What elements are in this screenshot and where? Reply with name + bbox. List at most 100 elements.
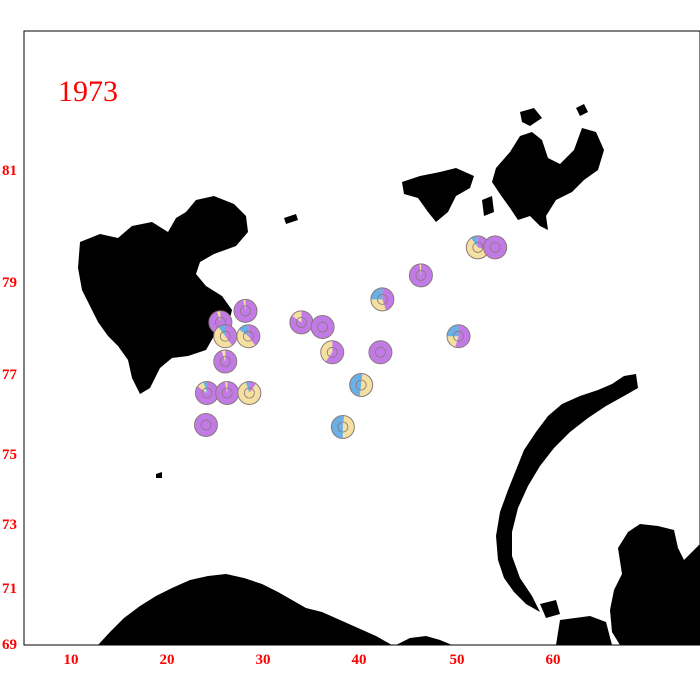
- pie-slice-blue: [218, 324, 226, 337]
- pie-slice-purple: [233, 299, 257, 323]
- pie-outline: [233, 298, 258, 323]
- x-axis: 10 20 30 40 50 60: [64, 652, 561, 668]
- pie-slice-blue: [331, 415, 343, 439]
- pie-outline: [370, 287, 395, 312]
- kong-karl-island: [284, 214, 298, 224]
- y-tick-label: 81: [2, 163, 17, 179]
- station-pies: [193, 235, 508, 439]
- pie-outline: [446, 324, 471, 349]
- station-pie: [446, 324, 471, 349]
- pie-outline: [483, 235, 508, 260]
- station-pie: [193, 413, 218, 437]
- pie-slice-tan: [213, 326, 232, 348]
- year-label: 1973: [58, 75, 118, 108]
- map-frame: [23, 30, 700, 646]
- pie-slice-tan: [225, 381, 228, 393]
- y-axis: 81 79 77 75 73 71 69: [2, 163, 18, 653]
- kolguev-russia: [556, 616, 612, 645]
- pie-slice-purple: [215, 381, 239, 405]
- pie-slice-purple: [454, 324, 471, 348]
- pie-center-ring: [219, 356, 231, 367]
- station-pie: [368, 340, 393, 365]
- pie-slice-tan: [419, 263, 421, 276]
- pie-center-ring: [489, 241, 501, 253]
- pie-slice-purple: [342, 415, 345, 427]
- station-pie: [289, 310, 314, 335]
- y-tick-label: 75: [2, 447, 17, 463]
- station-pie: [236, 324, 261, 349]
- pie-center-ring: [355, 379, 367, 391]
- kola-peninsula: [396, 636, 452, 645]
- pie-center-ring: [337, 421, 349, 433]
- bear-island: [156, 472, 162, 478]
- pie-center-ring: [221, 387, 233, 399]
- pie-outline: [237, 381, 262, 405]
- y-tick-label: 71: [2, 581, 17, 597]
- x-tick-label: 50: [450, 652, 465, 668]
- station-pie: [233, 298, 258, 323]
- station-pie: [194, 381, 219, 405]
- franz-josef-small: [576, 104, 588, 116]
- scandinavia: [98, 574, 392, 645]
- pie-center-ring: [415, 269, 427, 281]
- pie-slice-tan: [237, 382, 261, 405]
- pie-slice-purple: [225, 324, 237, 346]
- franz-josef-east: [492, 128, 604, 230]
- svalbard-island-east: [174, 290, 204, 344]
- station-pie: [320, 340, 345, 365]
- y-tick-label: 79: [2, 275, 17, 291]
- station-pie: [483, 235, 508, 260]
- pie-outline: [320, 340, 345, 365]
- pie-center-ring: [453, 330, 464, 342]
- pie-outline: [368, 340, 393, 365]
- landmass-layer: [78, 104, 700, 645]
- pie-center-ring: [472, 241, 484, 253]
- x-tick-label: 20: [160, 652, 175, 668]
- station-pie: [237, 381, 262, 405]
- station-pie: [215, 381, 240, 405]
- station-pie: [370, 287, 395, 312]
- pie-slice-blue: [349, 373, 362, 397]
- station-pie: [349, 373, 374, 397]
- pie-slice-blue: [370, 287, 383, 300]
- vaygach: [540, 600, 560, 618]
- pie-outline: [236, 324, 261, 349]
- pie-slice-tan: [320, 340, 333, 362]
- x-tick-label: 40: [352, 652, 367, 668]
- pie-outline: [213, 349, 238, 374]
- franz-josef-west: [482, 196, 494, 216]
- novaya-zemlya: [496, 374, 638, 612]
- pie-slice-purple: [194, 413, 218, 437]
- pie-center-ring: [375, 346, 386, 358]
- station-pie: [330, 415, 355, 439]
- pie-slice-tan: [216, 310, 221, 323]
- y-tick-label: 69: [2, 637, 17, 653]
- pie-outline: [330, 415, 355, 439]
- pie-center-ring: [376, 293, 388, 305]
- pie-slice-purple: [409, 263, 433, 287]
- pie-slice-tan: [197, 382, 207, 393]
- pie-slice-purple: [382, 287, 394, 311]
- pie-center-ring: [242, 330, 254, 342]
- pie-slice-tan: [370, 299, 386, 311]
- station-pie: [213, 324, 238, 349]
- pie-slice-purple: [249, 381, 257, 393]
- franz-josef-land: [402, 168, 474, 222]
- x-tick-label: 10: [64, 652, 79, 668]
- pie-slice-tan: [466, 238, 489, 259]
- pie-slice-tan: [243, 299, 246, 311]
- pie-outline: [310, 315, 335, 339]
- pie-slice-purple: [483, 235, 507, 259]
- pie-slice-tan: [342, 415, 355, 439]
- pie-slice-tan: [447, 336, 459, 348]
- pie-center-ring: [326, 346, 338, 358]
- russian-mainland-east: [610, 524, 700, 645]
- franz-josef-north: [520, 108, 542, 126]
- pie-slice-tan: [221, 350, 226, 362]
- pie-slice-blue: [203, 381, 207, 393]
- pie-slice-blue: [245, 381, 250, 393]
- station-pie: [408, 263, 433, 288]
- pie-center-ring: [219, 330, 231, 342]
- pie-outline: [408, 263, 433, 288]
